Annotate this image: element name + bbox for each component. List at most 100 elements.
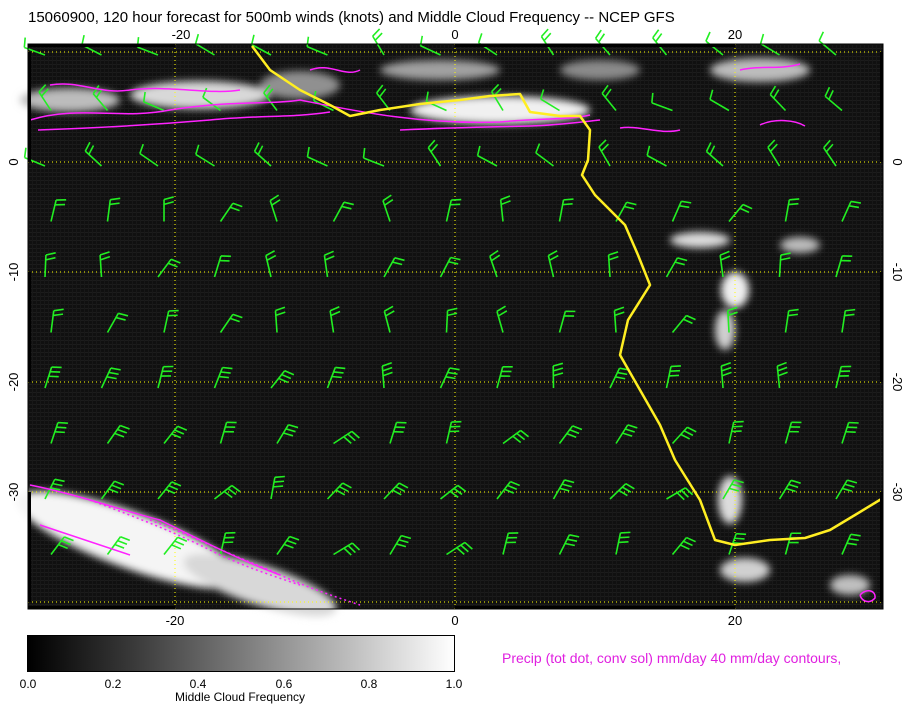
wind-barb xyxy=(615,424,638,444)
lon-tick-bottom: 20 xyxy=(728,613,742,628)
wind-barb xyxy=(383,482,409,500)
wind-barb xyxy=(306,36,328,56)
wind-barb xyxy=(50,536,74,555)
wind-barb xyxy=(613,306,625,333)
wind-barb xyxy=(835,479,858,500)
colorbar-tick: 0.6 xyxy=(275,677,293,691)
colorbar-tick: 1.0 xyxy=(445,677,463,691)
wind-barb xyxy=(44,252,56,278)
wind-barb xyxy=(727,306,738,333)
wind-barb xyxy=(665,257,688,278)
wind-barb xyxy=(784,198,800,222)
frame-bars xyxy=(28,44,883,609)
wind-barb xyxy=(767,139,781,167)
wind-barb xyxy=(547,250,559,278)
lat-tick-left: -10 xyxy=(6,263,21,282)
wind-barb xyxy=(157,258,181,278)
wind-barb xyxy=(722,479,744,500)
wind-barb xyxy=(445,420,462,444)
wind-barb xyxy=(219,531,236,555)
wind-barb xyxy=(759,33,780,56)
wind-barb xyxy=(671,314,696,334)
wind-barb xyxy=(841,308,856,333)
wind-barb xyxy=(720,361,732,389)
wind-barb xyxy=(558,425,583,444)
wind-barb xyxy=(535,143,554,167)
wind-barb xyxy=(333,430,360,445)
wind-barb xyxy=(202,87,221,112)
wind-barb xyxy=(784,421,802,444)
wind-barb xyxy=(705,142,724,167)
wind-barb xyxy=(326,482,352,500)
precip-legend-note: Precip (tot dot, conv sol) mm/day 40 mm/… xyxy=(502,650,842,666)
wind-barb xyxy=(163,536,188,555)
forecast-map: -20 0 20 -20 0 20 0 -10 -20 -30 0 -10 -2… xyxy=(6,27,905,628)
wind-barb xyxy=(778,252,791,278)
wind-barb xyxy=(666,487,694,501)
wind-barb xyxy=(106,312,129,333)
wind-barb xyxy=(499,195,511,222)
wind-barb xyxy=(835,365,852,389)
wind-barb xyxy=(558,534,580,555)
wind-barb xyxy=(333,542,361,556)
wind-barb xyxy=(489,249,501,278)
lon-ticks-bottom: -20 0 20 xyxy=(166,613,743,628)
wind-barb xyxy=(841,421,859,444)
wind-barb xyxy=(609,483,635,500)
wind-barb xyxy=(502,532,519,555)
wind-barb xyxy=(601,84,617,112)
wind-barb xyxy=(719,250,731,278)
wind-barb xyxy=(841,533,861,555)
wind-barb xyxy=(496,365,513,389)
lon-tick-top: 20 xyxy=(728,27,742,42)
wind-barb xyxy=(646,145,667,167)
wind-barb xyxy=(496,480,520,500)
wind-barb xyxy=(476,145,498,167)
wind-barb xyxy=(362,147,385,167)
wind-barb xyxy=(270,370,295,389)
wind-barb xyxy=(195,144,215,167)
coastline xyxy=(251,45,884,547)
wind-barb xyxy=(383,305,395,333)
wind-barb xyxy=(250,34,272,56)
wind-barb xyxy=(841,200,862,222)
wind-barb xyxy=(502,429,530,445)
wind-barb xyxy=(106,197,121,222)
wind-barb xyxy=(671,536,696,556)
colorbar-tick: 0.4 xyxy=(189,677,207,691)
wind-barb xyxy=(671,200,692,222)
colorbar-tick: 0.2 xyxy=(104,677,122,691)
wind-barb xyxy=(329,305,341,333)
wind-barb xyxy=(50,199,67,222)
lat-tick-left: -30 xyxy=(6,483,21,502)
wind-barb xyxy=(558,310,576,333)
lat-tick-left: -20 xyxy=(6,373,21,392)
wind-barb xyxy=(383,257,405,278)
wind-barb xyxy=(157,481,182,500)
wind-barb xyxy=(552,362,564,389)
lat-tick-right: 0 xyxy=(890,158,905,165)
lon-ticks-top: -20 0 20 xyxy=(172,27,743,42)
wind-barb xyxy=(371,28,385,56)
wind-barb xyxy=(92,85,109,112)
wind-barb xyxy=(50,421,68,444)
wind-barb xyxy=(213,366,233,389)
wind-barb xyxy=(38,84,52,111)
colorbar-tick: 0.8 xyxy=(360,677,378,691)
wind-barb xyxy=(778,479,801,500)
precip-contours xyxy=(29,63,876,606)
wind-barb xyxy=(615,531,631,555)
wind-barb xyxy=(219,421,237,444)
colorbar xyxy=(27,635,455,672)
wind-barb xyxy=(823,139,837,167)
wind-barb xyxy=(332,201,354,222)
wind-barb xyxy=(274,306,286,333)
wind-barb xyxy=(671,426,697,445)
wind-barb xyxy=(445,198,462,222)
wind-barb xyxy=(50,308,64,333)
wind-barb xyxy=(323,250,335,278)
wind-barb xyxy=(219,202,243,222)
wind-barb xyxy=(818,31,837,56)
wind-barb xyxy=(651,92,673,112)
lon-tick-top: -20 xyxy=(172,27,191,42)
